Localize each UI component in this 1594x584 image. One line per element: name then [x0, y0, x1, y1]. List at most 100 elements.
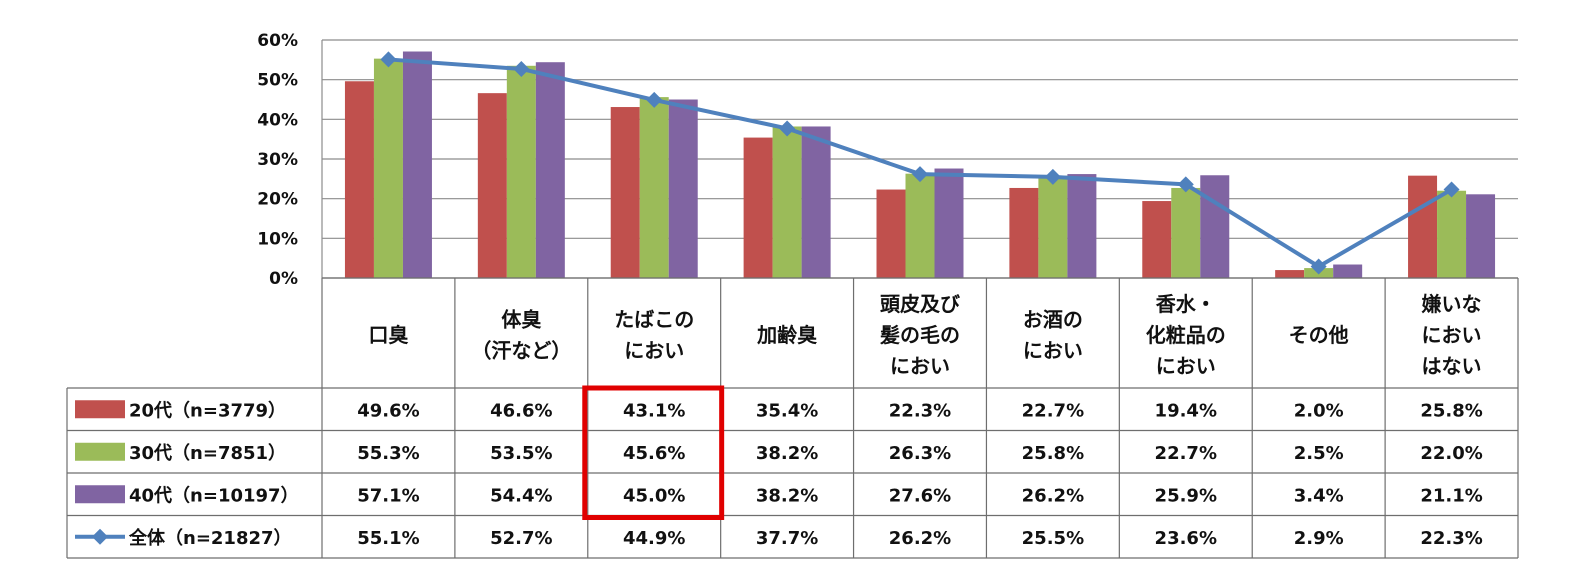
- bar-2-6: [1038, 175, 1068, 278]
- bar-3-6: [1067, 174, 1097, 278]
- bar-1-8: [1275, 270, 1305, 278]
- total-point-1: [380, 51, 397, 68]
- y-tick-label: 0%: [269, 269, 298, 289]
- data-table: 口臭 体臭（汗など） たばこのにおい 加齢臭 頭皮及び髪の毛のにおい お酒のにおい 香水・化…: [66, 277, 1519, 559]
- value-cell-4-5: 26.2%: [889, 528, 951, 549]
- y-tick-label: 40%: [257, 110, 298, 130]
- bar-1-2: [477, 93, 507, 278]
- bar-1-3: [610, 107, 640, 278]
- y-tick-label: 30%: [257, 150, 298, 170]
- highlight-rectangle: [582, 385, 725, 520]
- category-label-line: 体臭: [501, 308, 541, 332]
- value-cell-2-6: 25.8%: [1022, 443, 1084, 464]
- legend-label-4: 全体（n=21827）: [128, 527, 292, 549]
- value-cell-3-8: 3.4%: [1294, 485, 1344, 506]
- value-cell-4-9: 22.3%: [1420, 528, 1482, 549]
- y-tick-label: 10%: [257, 229, 298, 249]
- value-cell-1-2: 46.6%: [490, 400, 552, 421]
- total-line: [380, 51, 1460, 275]
- value-cell-4-6: 25.5%: [1022, 528, 1084, 549]
- value-cell-2-4: 38.2%: [756, 443, 818, 464]
- bar-1-1: [344, 81, 374, 279]
- value-cell-1-9: 25.8%: [1420, 400, 1482, 421]
- value-cell-1-1: 49.6%: [357, 400, 419, 421]
- category-label-line: 髪の毛の: [879, 323, 960, 347]
- y-tick-label: 50%: [257, 71, 298, 91]
- category-label-line: におい: [624, 339, 684, 363]
- category-label-line: はない: [1422, 354, 1482, 378]
- value-cell-4-8: 2.9%: [1294, 528, 1344, 549]
- total-point-2: [513, 60, 530, 77]
- bar-3-4: [801, 126, 831, 279]
- category-label-line: 頭皮及び: [880, 292, 961, 316]
- legend-marker: [92, 528, 108, 545]
- category-label-5: 頭皮及び髪の毛のにおい: [879, 292, 961, 378]
- bar-2-7: [1171, 187, 1201, 278]
- value-cell-1-4: 35.4%: [756, 400, 818, 421]
- value-cell-2-3: 45.6%: [623, 443, 685, 464]
- value-cell-3-2: 54.4%: [490, 485, 552, 506]
- value-cell-2-7: 22.7%: [1155, 443, 1217, 464]
- bar-3-3: [668, 99, 698, 278]
- legend-label-3: 40代（n=10197）: [129, 485, 299, 506]
- bar-2-4: [772, 126, 802, 279]
- category-label-line: たばこの: [614, 308, 694, 332]
- bar-2-3: [639, 97, 669, 279]
- bar-1-7: [1142, 201, 1172, 278]
- category-label-line: 化粧品の: [1146, 323, 1226, 347]
- value-cell-3-7: 25.9%: [1155, 485, 1217, 506]
- highlight-box: [582, 385, 725, 520]
- total-point-3: [646, 91, 663, 108]
- bar-2-5: [905, 173, 935, 278]
- legend-swatch-1: [75, 400, 125, 419]
- value-cell-1-6: 22.7%: [1022, 400, 1084, 421]
- legend-swatch-3: [75, 485, 125, 504]
- bar-3-5: [934, 168, 964, 278]
- bar-3-2: [535, 62, 565, 278]
- value-cell-2-2: 53.5%: [490, 443, 552, 464]
- bar-1-9: [1408, 175, 1438, 278]
- total-point-4: [779, 120, 796, 137]
- value-cell-4-2: 52.7%: [490, 528, 552, 549]
- category-label-2: 体臭 （汗など）: [471, 308, 571, 363]
- value-cell-4-7: 23.6%: [1155, 528, 1217, 549]
- bar-3-1: [402, 51, 432, 279]
- value-cell-1-3: 43.1%: [623, 400, 685, 421]
- category-label-7: 香水・化粧品のにおい: [1146, 292, 1226, 378]
- y-axis-ticks: 0% 10% 20% 30% 40% 50% 60%: [257, 31, 298, 289]
- value-cell-1-8: 2.0%: [1294, 400, 1344, 421]
- total-point-6: [1044, 168, 1061, 185]
- y-tick-label: 60%: [257, 31, 298, 51]
- value-cell-4-4: 37.7%: [756, 528, 818, 549]
- bar-3-8: [1333, 264, 1363, 278]
- bar-2-9: [1437, 190, 1467, 278]
- category-label-8: その他: [1289, 323, 1349, 347]
- legend: 20代（n=3779） 30代（n=7851） 40代（n=10197） 全体（n=2…: [75, 400, 299, 549]
- value-cell-3-6: 26.2%: [1022, 485, 1084, 506]
- total-point-7: [1177, 176, 1194, 193]
- category-label-line: お酒の: [1023, 308, 1083, 332]
- bar-2-2: [506, 65, 536, 279]
- category-label-line: 香水・: [1156, 292, 1216, 316]
- category-label-line: 加齢臭: [756, 323, 817, 347]
- value-cell-4-1: 55.1%: [357, 528, 419, 549]
- category-label-1: 口臭: [368, 323, 408, 347]
- value-cell-3-9: 21.1%: [1420, 485, 1482, 506]
- value-cell-1-5: 22.3%: [889, 400, 951, 421]
- category-label-line: におい: [890, 354, 950, 378]
- value-cell-2-9: 22.0%: [1420, 443, 1482, 464]
- bar-1-6: [1009, 187, 1039, 278]
- bar-1-4: [743, 137, 773, 278]
- category-label-line: におい: [1023, 339, 1083, 363]
- value-cell-2-5: 26.3%: [889, 443, 951, 464]
- legend-label-2: 30代（n=7851）: [129, 443, 286, 464]
- category-label-line: 口臭: [368, 323, 408, 347]
- bar-3-9: [1466, 194, 1496, 278]
- bar-1-5: [876, 189, 906, 278]
- legend-swatch-2: [75, 442, 125, 461]
- bar-2-1: [373, 58, 403, 278]
- category-label-line: 嫌いな: [1422, 292, 1482, 316]
- value-cell-3-5: 27.6%: [889, 485, 951, 506]
- bar-3-7: [1200, 175, 1230, 278]
